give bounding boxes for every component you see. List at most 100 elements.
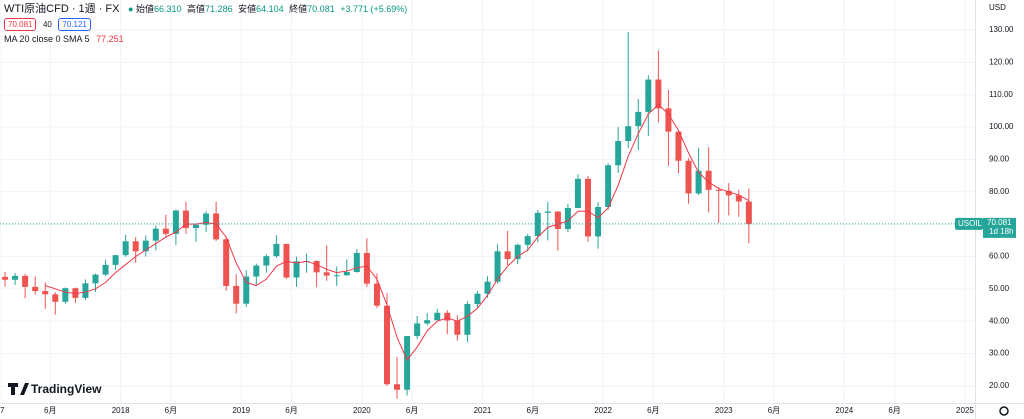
candle-body bbox=[52, 294, 59, 302]
candle-body bbox=[223, 239, 230, 286]
candle-body bbox=[725, 190, 732, 196]
ma-name: MA 20 close 0 SMA 5 bbox=[4, 34, 90, 44]
candle-body bbox=[474, 293, 481, 305]
ohlc-label: 始値 bbox=[135, 4, 154, 14]
candle-body bbox=[193, 224, 200, 229]
candle-body bbox=[363, 252, 370, 284]
candle-body bbox=[554, 211, 561, 229]
x-tick-label: 6月 bbox=[888, 406, 900, 415]
x-tick-label: 6月 bbox=[285, 406, 297, 415]
y-tick-label: 30.00 bbox=[989, 349, 1010, 358]
candle-body bbox=[444, 312, 451, 321]
candle-body bbox=[42, 291, 49, 295]
candle-body bbox=[735, 195, 742, 202]
candle-body bbox=[595, 206, 602, 237]
x-tick-label: 6月 bbox=[647, 406, 659, 415]
candle-body bbox=[665, 108, 672, 132]
ohlc-value: 70.081 bbox=[307, 4, 335, 14]
candle-body bbox=[454, 320, 461, 335]
candle-body bbox=[92, 274, 99, 284]
settings-icon[interactable] bbox=[999, 406, 1009, 416]
x-tick-label: 6月 bbox=[768, 406, 780, 415]
candle-body bbox=[162, 228, 169, 234]
legend: WTI原油CFD · 1週 · FX ● 始値66.310 高値71.286 安… bbox=[4, 2, 410, 47]
ma-value: 77.251 bbox=[96, 34, 124, 44]
candle-body bbox=[22, 275, 29, 287]
candle-body bbox=[263, 256, 270, 266]
candle-body bbox=[434, 312, 441, 321]
candle-body bbox=[32, 286, 39, 292]
candle-body bbox=[484, 281, 491, 294]
ohlc-value: 66.310 bbox=[153, 4, 182, 14]
candle-body bbox=[373, 283, 380, 306]
x-tick-label: 2018 bbox=[112, 406, 130, 415]
last-price: 70.081 bbox=[987, 218, 1012, 227]
logo: TradingView bbox=[8, 382, 102, 396]
candle-body bbox=[705, 170, 712, 190]
ohlc-label: 高値 bbox=[187, 4, 206, 14]
ohlc-label: 安値 bbox=[238, 4, 257, 14]
bid[interactable]: 70.081 bbox=[4, 18, 37, 31]
candle-body bbox=[213, 213, 220, 240]
candle-body bbox=[333, 275, 340, 277]
currency: USD bbox=[989, 3, 1006, 12]
x-tick-label: 6月 bbox=[44, 406, 56, 415]
candle-body bbox=[605, 165, 612, 207]
candle-body bbox=[122, 241, 129, 256]
candle-body bbox=[233, 285, 240, 304]
status-dot: ● bbox=[128, 4, 134, 14]
candle-body bbox=[172, 210, 179, 234]
candle-body bbox=[82, 283, 89, 298]
candle-body bbox=[745, 201, 752, 224]
candle-body bbox=[424, 320, 431, 324]
candle-body bbox=[534, 212, 541, 237]
candle-body bbox=[585, 178, 592, 237]
candle-body bbox=[152, 228, 159, 241]
ohlc-value: 64.104 bbox=[256, 4, 284, 14]
candle-body bbox=[343, 272, 350, 276]
candle-body bbox=[182, 210, 189, 229]
candle-body bbox=[464, 304, 471, 335]
candle-body bbox=[635, 111, 642, 127]
candle-body bbox=[72, 288, 79, 298]
candle-body bbox=[243, 276, 250, 304]
y-tick-label: 90.00 bbox=[989, 155, 1010, 164]
brand: TradingView bbox=[31, 382, 102, 396]
candle-body bbox=[574, 178, 581, 208]
candle-body bbox=[685, 160, 692, 194]
spread: 40 bbox=[42, 20, 52, 29]
candle-body bbox=[132, 241, 139, 252]
candle-body bbox=[564, 207, 571, 229]
x-tick-label: 2024 bbox=[835, 406, 853, 415]
candle-body bbox=[494, 251, 501, 282]
candle-body bbox=[645, 79, 652, 112]
candle-body bbox=[102, 264, 109, 275]
x-tick-label: 6月 bbox=[165, 406, 177, 415]
x-tick-label: 2020 bbox=[353, 406, 371, 415]
candle-body bbox=[615, 141, 622, 166]
ma-line bbox=[45, 103, 750, 361]
ask[interactable]: 70.121 bbox=[58, 18, 91, 31]
candle-body bbox=[524, 236, 531, 245]
candle-body bbox=[675, 131, 682, 161]
candle-body bbox=[323, 272, 330, 276]
x-tick-label: 2022 bbox=[594, 406, 612, 415]
candle-body bbox=[273, 243, 280, 257]
x-tick-label: 2023 bbox=[715, 406, 733, 415]
y-tick-label: 60.00 bbox=[989, 252, 1010, 261]
y-tick-label: 80.00 bbox=[989, 187, 1010, 196]
countdown: 1d 18h bbox=[989, 227, 1013, 236]
ma-row: MA 20 close 0 SMA 5 77.251 bbox=[4, 32, 410, 47]
symbol: WTI原油CFD · 1週 · FX bbox=[4, 3, 120, 15]
candle-body bbox=[62, 288, 69, 302]
candle-body bbox=[142, 240, 149, 252]
y-tick-label: 100.00 bbox=[989, 122, 1014, 131]
header-row: WTI原油CFD · 1週 · FX ● 始値66.310 高値71.286 安… bbox=[4, 2, 410, 17]
ohlc-label: 終値 bbox=[289, 4, 308, 14]
candle-body bbox=[203, 213, 210, 225]
y-tick-label: 120.00 bbox=[989, 58, 1014, 67]
candle-body bbox=[394, 384, 401, 390]
x-tick-label: 2019 bbox=[232, 406, 250, 415]
